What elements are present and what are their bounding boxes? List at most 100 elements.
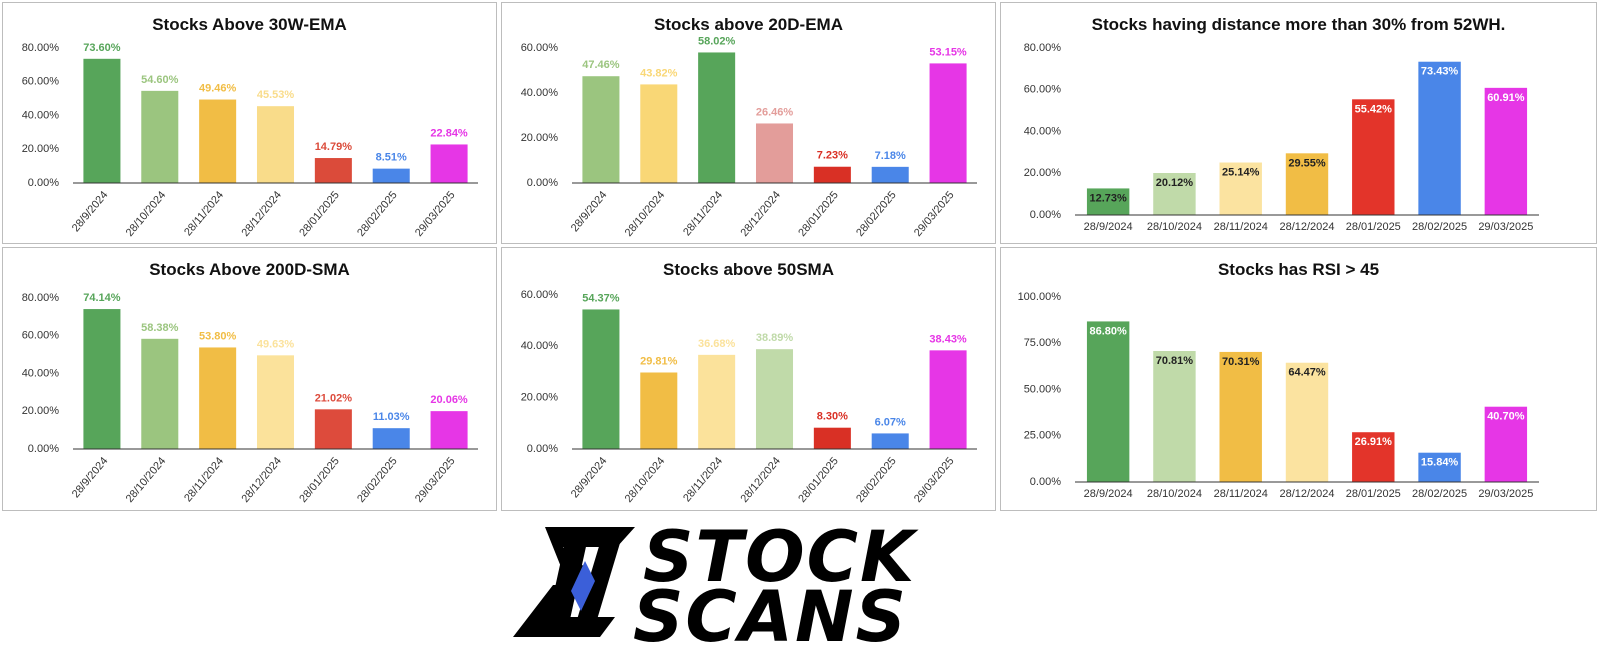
bar [1153, 172, 1196, 215]
x-tick-label: 28/12/2024 [1279, 221, 1334, 233]
bar [372, 428, 410, 449]
value-label: 15.84% [1421, 457, 1459, 469]
x-tick-label: 28/12/2024 [738, 189, 783, 239]
x-tick-label: 28/9/2024 [569, 455, 610, 500]
value-label: 11.03% [373, 411, 410, 423]
bar [372, 168, 410, 183]
x-tick-label: 28/11/2024 [182, 189, 226, 238]
x-tick-label: 29/03/2025 [413, 455, 458, 505]
bar [1352, 99, 1395, 215]
chart-title: Stocks Above 30W-EMA [152, 15, 347, 34]
chart: Stocks above 50SMA 0.00% 20.00% 40.00% 60.00… [521, 260, 977, 505]
value-label: 49.63% [257, 338, 295, 350]
value-label: 43.82% [640, 67, 678, 79]
chart: Stocks having distance more than 30% fro… [1024, 15, 1539, 233]
value-label: 38.89% [756, 332, 794, 344]
chart-panel: Stocks above 50SMA 0.00% 20.00% 40.00% 60.00… [501, 247, 996, 511]
x-tick-label: 28/02/2025 [854, 455, 899, 505]
x-tick-label: 28/10/2024 [623, 455, 668, 505]
bar [813, 427, 851, 449]
value-label: 20.06% [430, 394, 468, 406]
bar [1418, 61, 1461, 215]
y-tick-label: 20.00% [521, 392, 559, 404]
value-label: 54.37% [582, 292, 620, 304]
x-tick-label: 28/01/2025 [297, 455, 342, 505]
value-label: 60.91% [1487, 92, 1525, 104]
y-tick-label: 50.00% [1024, 383, 1062, 395]
bar [755, 123, 794, 183]
bar [141, 90, 179, 183]
value-label: 49.46% [199, 83, 237, 95]
x-tick-label: 28/01/2025 [796, 455, 841, 505]
value-label: 26.46% [756, 106, 794, 118]
x-tick-label: 28/9/2024 [1084, 488, 1133, 500]
value-label: 54.60% [141, 74, 179, 86]
value-label: 7.18% [875, 150, 906, 162]
value-label: 74.14% [83, 292, 121, 304]
bar [199, 99, 237, 183]
bar [141, 338, 179, 449]
chart-title: Stocks Above 200D-SMA [149, 260, 350, 279]
y-tick-label: 40.00% [1024, 125, 1062, 137]
bar [1418, 452, 1461, 482]
x-tick-label: 28/10/2024 [1147, 221, 1202, 233]
x-tick-label: 28/10/2024 [623, 189, 668, 239]
value-label: 22.84% [430, 127, 468, 139]
chart: Stocks Above 30W-EMA 0.00% 20.00% 40.00% 60.… [22, 15, 478, 239]
y-tick-label: 40.00% [22, 367, 60, 379]
y-tick-label: 80.00% [22, 292, 60, 304]
y-tick-label: 0.00% [28, 443, 59, 455]
x-tick-label: 28/12/2024 [738, 455, 783, 505]
value-label: 47.46% [582, 59, 620, 71]
bar [199, 347, 237, 449]
bar [582, 76, 620, 183]
x-tick-label: 28/02/2025 [355, 455, 400, 505]
x-tick-label: 28/12/2024 [239, 189, 284, 239]
chart-panel: Stocks having distance more than 30% fro… [1000, 2, 1597, 244]
bar [314, 158, 352, 183]
bar [1484, 406, 1528, 482]
value-label: 70.81% [1156, 355, 1194, 367]
bar [640, 372, 678, 449]
value-label: 14.79% [315, 141, 353, 153]
value-label: 8.51% [376, 152, 407, 164]
x-tick-label: 29/03/2025 [912, 189, 957, 239]
y-tick-label: 40.00% [22, 109, 60, 121]
chart-panel: Stocks above 20D-EMA 0.00% 20.00% 40.00% 60.… [501, 2, 996, 244]
x-tick-label: 28/9/2024 [569, 189, 610, 234]
value-label: 29.55% [1288, 157, 1326, 169]
y-tick-label: 80.00% [1024, 42, 1062, 54]
x-tick-label: 28/01/2025 [297, 189, 342, 239]
bar [1484, 87, 1528, 215]
x-tick-label: 29/03/2025 [1478, 221, 1533, 233]
x-tick-label: 28/9/2024 [70, 455, 111, 500]
y-tick-label: 25.00% [1024, 430, 1062, 442]
x-tick-label: 29/03/2025 [912, 455, 957, 505]
bar [83, 309, 121, 449]
bar [314, 409, 352, 449]
value-label: 73.60% [83, 42, 121, 54]
y-tick-label: 0.00% [527, 177, 558, 189]
chart: Stocks has RSI > 45 0.00% 25.00% 50.00% 75.0… [1018, 260, 1539, 500]
value-label: 21.02% [315, 392, 353, 404]
bar [582, 309, 620, 449]
bar [1285, 153, 1329, 215]
value-label: 53.80% [199, 330, 237, 342]
value-label: 64.47% [1288, 367, 1326, 379]
chart: Stocks Above 200D-SMA 0.00% 20.00% 40.00% 60… [22, 260, 478, 505]
chart-panel: Stocks Above 200D-SMA 0.00% 20.00% 40.00% 60… [2, 247, 497, 511]
value-label: 36.68% [698, 338, 736, 350]
x-tick-label: 28/11/2024 [182, 455, 226, 504]
y-tick-label: 100.00% [1018, 291, 1062, 303]
value-label: 20.12% [1156, 177, 1194, 189]
logo-line1: STOCK [643, 516, 919, 598]
bar [871, 166, 909, 183]
bar [755, 349, 794, 449]
y-tick-label: 0.00% [1030, 476, 1061, 488]
x-tick-label: 28/01/2025 [796, 189, 841, 239]
value-label: 58.02% [698, 35, 736, 47]
y-tick-label: 60.00% [521, 42, 559, 54]
chart-panel: Stocks has RSI > 45 0.00% 25.00% 50.00% 75.0… [1000, 247, 1597, 511]
bar [871, 433, 909, 449]
